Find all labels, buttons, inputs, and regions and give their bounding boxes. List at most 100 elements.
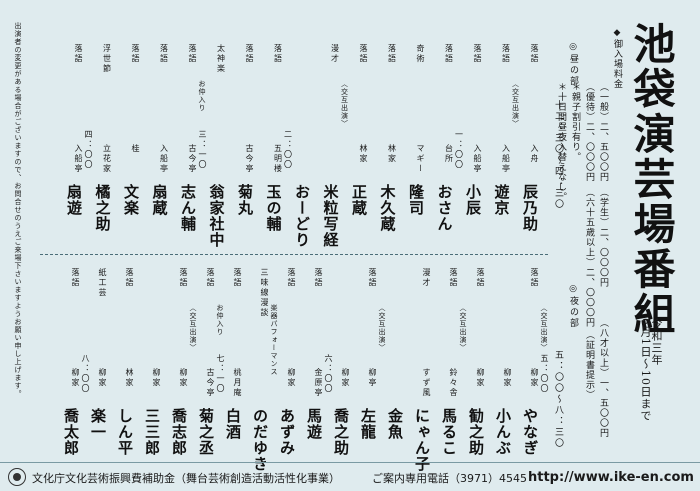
act-time: 五：〇〇 [540, 354, 549, 394]
footer-divider [0, 462, 700, 463]
act-affiliation: 入船亭 [159, 144, 169, 174]
admission-heading: ◆御入場料金 [612, 28, 622, 89]
performer-name: 辰乃助 [521, 184, 539, 232]
act-affiliation: 柳亭 [368, 368, 377, 388]
act-genre: 落語 [287, 268, 296, 288]
act-affiliation: 入船亭 [74, 144, 83, 174]
act-note: 〈交互出演〉 [378, 304, 386, 352]
act-genre: 落語 [359, 44, 368, 64]
act-genre: 落語 [368, 268, 377, 288]
act-time: 四：〇〇 [84, 130, 93, 170]
act-note: 楽器パフォーマンス [270, 304, 278, 376]
act-affiliation: 入船亭 [501, 144, 511, 174]
section-divider [40, 254, 548, 255]
act-genre: 落語 [245, 44, 254, 64]
act-time: 七：一〇 [216, 354, 225, 394]
performer-name: 玉の輔 [264, 184, 283, 232]
act-affiliation: 柳家 [476, 368, 485, 388]
act-genre: 落語 [179, 268, 188, 288]
act-genre: 太神楽 [216, 44, 226, 74]
performer-name: 三三郎 [143, 408, 161, 456]
admission-note-discount: ＊親子割引有り。 [570, 82, 580, 162]
act-time: 三：一〇 [198, 130, 207, 170]
performer-name: 喬太郎 [62, 408, 80, 456]
performer-name: 小んぶ [494, 408, 512, 456]
program-dates: 令和三年 6月1日～10日まで [639, 318, 663, 422]
act-genre: 落語 [476, 268, 485, 288]
act-affiliation: 古今亭 [188, 144, 197, 174]
performer-name: 左龍 [359, 408, 377, 440]
act-genre: 落語 [501, 44, 511, 64]
admission-note-no-swap: ＊十日間昼夜入替えなし。 [556, 82, 566, 202]
act-genre: 漫才 [422, 268, 431, 288]
act-affiliation: 鈴々舎 [449, 368, 458, 398]
act-note: 〈交互出演〉 [459, 304, 467, 352]
act-affiliation: 台所 [444, 144, 454, 164]
admission-line3: （優待）二、〇〇〇円 （六十五歳以上）二、〇〇〇円 [584, 82, 594, 328]
change-notice: 出演者の変更がある場合がございますので、お問合せのうえご来場下さいますようお願い… [14, 22, 22, 398]
performer-name: 木久蔵 [378, 184, 397, 232]
act-affiliation: 古今亭 [206, 368, 215, 398]
admission-line1: （一般）二、五〇〇円 （学生）二、〇〇〇円 [598, 82, 608, 288]
day-section-time: 十二：三〇～四：三〇 [553, 100, 563, 210]
performer-name: 楽一 [89, 408, 107, 440]
info-phone: ご案内専用電話（3971）4545 [372, 472, 527, 485]
act-note: 〈交互出演〉 [540, 304, 548, 352]
act-affiliation: 柳家 [341, 368, 350, 388]
act-affiliation: 入舟 [530, 144, 539, 164]
agency-logo-icon [8, 468, 26, 486]
performer-name: 白酒 [224, 408, 242, 440]
performer-name: やなぎ [521, 408, 539, 456]
performer-name: 遊京 [492, 184, 511, 216]
act-genre: 落語 [159, 44, 169, 64]
act-genre: 落語 [473, 44, 482, 64]
act-affiliation: 立花家 [102, 144, 112, 174]
act-time: 六：〇〇 [324, 354, 333, 394]
act-genre: 落語 [530, 268, 539, 288]
day-section-label: ◎昼の部 [568, 42, 578, 87]
act-genre: 落語 [449, 268, 458, 288]
act-genre: 落語 [131, 44, 140, 64]
act-affiliation: 柳家 [71, 368, 80, 388]
act-genre: 落語 [74, 44, 83, 64]
performer-name: 金魚 [386, 408, 404, 440]
admission-line2: （八才以上）一、五〇〇円 [598, 318, 608, 438]
performer-name: 扇蔵 [150, 184, 169, 216]
performer-name: 小辰 [464, 184, 482, 216]
performer-name: 喬志郎 [170, 408, 188, 456]
act-note: 〈交互出演〉 [340, 80, 349, 128]
sponsor-credit: 文化庁文化芸術振興費補助金（舞台芸術創造活動活性化事業） [32, 472, 340, 485]
act-note: 〈交互出演〉 [511, 80, 520, 128]
performer-name: 菊之丞 [197, 408, 215, 456]
performer-name: 菊丸 [236, 184, 254, 216]
night-section-time: 五：〇〇～八：三〇 [553, 350, 563, 449]
act-affiliation: 林家 [125, 368, 134, 388]
performer-name: のだゆき [251, 408, 269, 472]
act-time: 八：〇〇 [81, 354, 90, 394]
performer-name: 文楽 [122, 184, 140, 216]
performer-name: 橘之助 [93, 184, 112, 232]
performer-name: 馬遊 [305, 408, 323, 440]
act-affiliation: 入船亭 [473, 144, 482, 174]
performer-name: 勧之助 [467, 408, 485, 456]
act-affiliation: 柳家 [98, 368, 107, 388]
act-affiliation: 五明楼 [273, 144, 283, 174]
act-note: 〈交互出演〉 [189, 304, 197, 352]
act-genre: 落語 [530, 44, 539, 64]
performer-name: 米粒写経 [321, 184, 340, 248]
performer-name: あずみ [278, 408, 296, 456]
performer-name: おーどり [293, 184, 311, 248]
act-genre: 落語 [444, 44, 454, 64]
act-affiliation: 桃月庵 [233, 368, 242, 398]
performer-name: 馬るこ [440, 408, 458, 456]
act-genre: 落語 [233, 268, 242, 288]
act-genre: 落語 [206, 268, 215, 288]
admission-line4: （証明書提示） [584, 330, 594, 400]
act-affiliation: 柳家 [503, 368, 512, 388]
act-note: お仲入り [198, 80, 206, 112]
act-genre: 落語 [71, 268, 80, 288]
act-genre: 三味線漫談 [260, 268, 269, 318]
website-link[interactable]: http://www.ike-en.com [528, 470, 694, 485]
performer-name: にゃん子 [413, 408, 431, 472]
